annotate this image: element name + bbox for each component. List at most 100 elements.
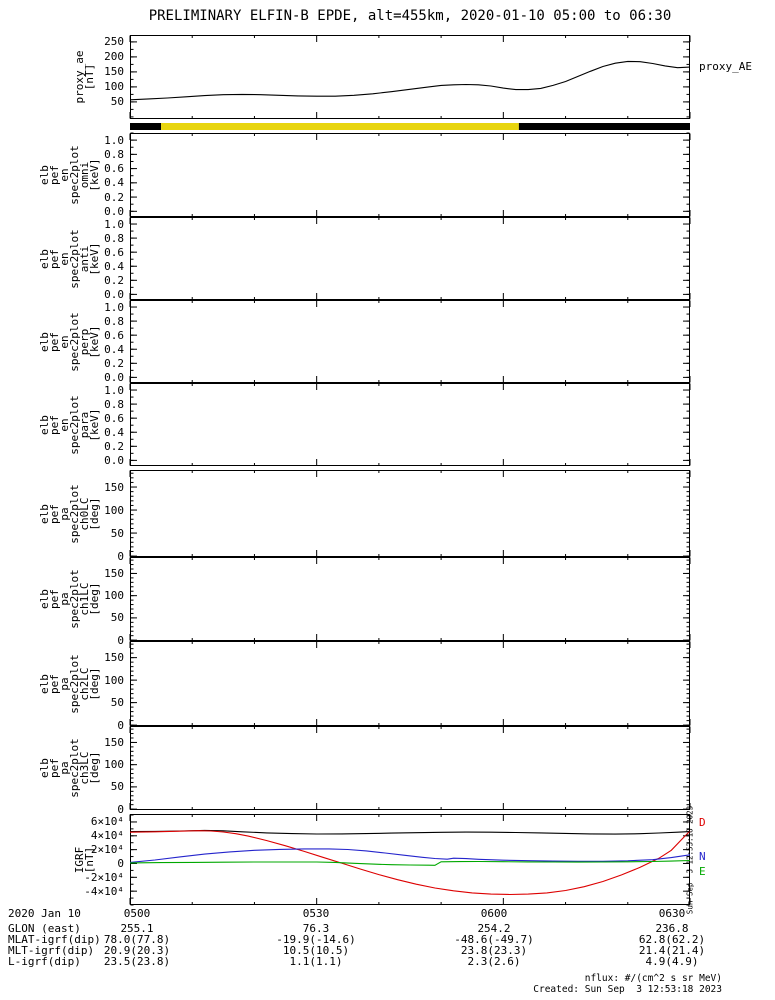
y-tick-label: 50 (110, 526, 124, 540)
y-tick-label: 0.6 (104, 328, 124, 342)
y-tick-label: 50 (110, 611, 124, 625)
y-tick-label: 0.2 (104, 273, 124, 287)
mlat-label: MLAT-igrf(dip) (8, 933, 101, 946)
mlt-value: 21.4(21.4) (638, 944, 706, 957)
mlat-value: -19.9(-14.6) (276, 933, 356, 946)
y-tick-label: 1.0 (104, 133, 124, 147)
mlat-value: -48.6(-49.7) (454, 933, 534, 946)
mlt-value: 23.8(23.3) (460, 944, 528, 957)
y-tick-label: 50 (110, 95, 124, 109)
y-tick-label: 0.8 (104, 314, 124, 328)
mode-bar (130, 123, 690, 130)
y-tick-label: 200 (104, 50, 124, 64)
y-tick-label: 100 (104, 673, 124, 687)
lshell-value: 2.3(2.6) (467, 955, 521, 968)
y-tick-label: 100 (104, 80, 124, 94)
line-label-N: N (699, 850, 706, 863)
panel-igrf: IGRF [nT] -4×10⁴ -2×10⁴ 0 2×10⁴ 4×10⁴ 6×10⁴ D… (73, 814, 706, 906)
y-tick-labels-pa-spec-ch1lc: 0 50 100 150 (86, 557, 126, 646)
y-tick-label: 150 (104, 480, 124, 494)
y-tick-labels-proxy-ae: 50 100 150 200 250 (86, 35, 126, 119)
y-tick-label: 0.6 (104, 411, 124, 425)
y-tick-labels-pa-spec-ch2lc: 0 50 100 150 (86, 641, 126, 730)
y-tick-label: 150 (104, 65, 124, 79)
y-tick-label: 0.0 (104, 204, 124, 218)
glon-value: 76.3 (302, 922, 330, 935)
y-tick-label: 0.4 (104, 176, 124, 190)
time-tick-label: 0530 (302, 907, 330, 920)
y-tick-label: 0.0 (104, 370, 124, 384)
en-spec-anti-plot (129, 216, 691, 300)
y-tick-label: -2×10⁴ (84, 870, 124, 884)
y-tick-labels-pa-spec-ch0lc: 0 50 100 150 (86, 470, 126, 562)
panel-pa-spec-ch3lc: elb pef pa spec2plot ch3LC [deg] 0 50 100 1… (38, 726, 691, 815)
y-tick-label: 100 (104, 589, 124, 603)
y-tick-label: 2×10⁴ (90, 843, 124, 857)
y-tick-label: 0.0 (104, 453, 124, 467)
y-tick-label: 0.4 (104, 342, 124, 356)
y-tick-label: -4×10⁴ (84, 884, 124, 898)
pa-spec-ch2lc-plot (129, 641, 691, 726)
lshell-label: L-igrf(dip) (8, 955, 81, 968)
y-tick-label: 0.4 (104, 259, 124, 273)
panel-en-spec-perp: elb pef en spec2plot perp [keV] 0.0 0.2 0.… (38, 299, 691, 383)
glon-value: 236.8 (655, 922, 689, 935)
y-tick-label: 100 (104, 758, 124, 772)
en-spec-perp-plot (129, 299, 691, 383)
panel-mode-bar (130, 123, 690, 130)
y-tick-label: 0 (117, 633, 124, 647)
y-tick-label: 150 (104, 651, 124, 665)
y-tick-label: 250 (104, 35, 124, 49)
mlat-value: 62.8(62.2) (638, 933, 706, 946)
panel-en-spec-para: elb pef en spec2plot para [keV] 0.0 0.2 0.… (38, 382, 691, 466)
y-tick-labels-igrf: -4×10⁴ -2×10⁴ 0 2×10⁴ 4×10⁴ 6×10⁴ (84, 814, 126, 905)
lshell-value: 23.5(23.8) (103, 955, 171, 968)
y-tick-labels-pa-spec-ch3lc: 0 50 100 150 (86, 726, 126, 815)
y-tick-label: 50 (110, 780, 124, 794)
mlt-value: 20.9(20.3) (103, 944, 171, 957)
plot-title: PRELIMINARY ELFIN-B EPDE, alt=455km, 202… (148, 8, 672, 24)
line-label-proxy_AE: proxy_AE (699, 60, 752, 73)
y-tick-label: 4×10⁴ (90, 829, 124, 843)
y-tick-label: 150 (104, 735, 124, 749)
y-tick-label: 0.4 (104, 425, 124, 439)
panel-en-spec-anti: elb pef en spec2plot anti [keV] 0.0 0.2 0.… (38, 216, 691, 300)
y-tick-label: 0.8 (104, 397, 124, 411)
side-timestamp: Sun Sep 3 12:53:18 2023 (685, 805, 695, 914)
line-label-E: E (699, 865, 706, 878)
y-tick-label: 0.6 (104, 162, 124, 176)
y-tick-label: 0 (117, 856, 124, 870)
y-tick-label: 6×10⁴ (90, 815, 124, 829)
y-tick-label: 0 (117, 549, 124, 563)
panel-proxy-ae: proxy_ae [nT] 50 100 150 200 250 proxy_AE (73, 35, 752, 119)
y-tick-label: 0.6 (104, 245, 124, 259)
pa-spec-ch3lc-plot (129, 726, 691, 810)
y-tick-label: 0.0 (104, 287, 124, 301)
mlt-label: MLT-igrf(dip) (8, 944, 95, 957)
glon-value: 255.1 (120, 922, 154, 935)
pa-spec-ch0lc-plot (129, 470, 691, 557)
y-tick-label: 0 (117, 802, 124, 816)
y-tick-label: 0.2 (104, 190, 124, 204)
glon-label: GLON (east) (8, 922, 81, 935)
time-tick-label: 0500 (123, 907, 151, 920)
y-tick-label: 0.2 (104, 439, 124, 453)
proxy-ae-plot: proxy_AE (129, 35, 752, 119)
panel-en-spec-omni: elb pef en spec2plot omni [keV] 0.0 0.2 0.… (38, 132, 691, 217)
en-spec-para-plot (129, 382, 691, 466)
glon-value: 254.2 (477, 922, 511, 935)
y-tick-label: 1.0 (104, 217, 124, 231)
flux-units-note: nflux: #/(cm^2 s sr MeV) (584, 973, 722, 984)
time-tick-label: 0600 (480, 907, 508, 920)
igrf-plot: D NE (129, 814, 706, 906)
y-tick-label: 1.0 (104, 300, 124, 314)
date-label: 2020 Jan 10 (8, 907, 81, 920)
y-tick-labels-en-spec-omni: 0.0 0.2 0.4 0.6 0.8 1.0 (86, 133, 126, 217)
lshell-value: 4.9(4.9) (645, 955, 699, 968)
panel-pa-spec-ch1lc: elb pef pa spec2plot ch1LC [deg] 0 50 100 1… (38, 557, 691, 646)
en-spec-omni-plot (129, 132, 691, 217)
y-tick-labels-en-spec-perp: 0.0 0.2 0.4 0.6 0.8 1.0 (86, 300, 126, 383)
created-note: Created: Sun Sep 3 12:53:18 2023 (533, 984, 722, 995)
y-tick-labels-en-spec-para: 0.0 0.2 0.4 0.6 0.8 1.0 (86, 383, 126, 466)
mlt-value: 10.5(10.5) (282, 944, 350, 957)
